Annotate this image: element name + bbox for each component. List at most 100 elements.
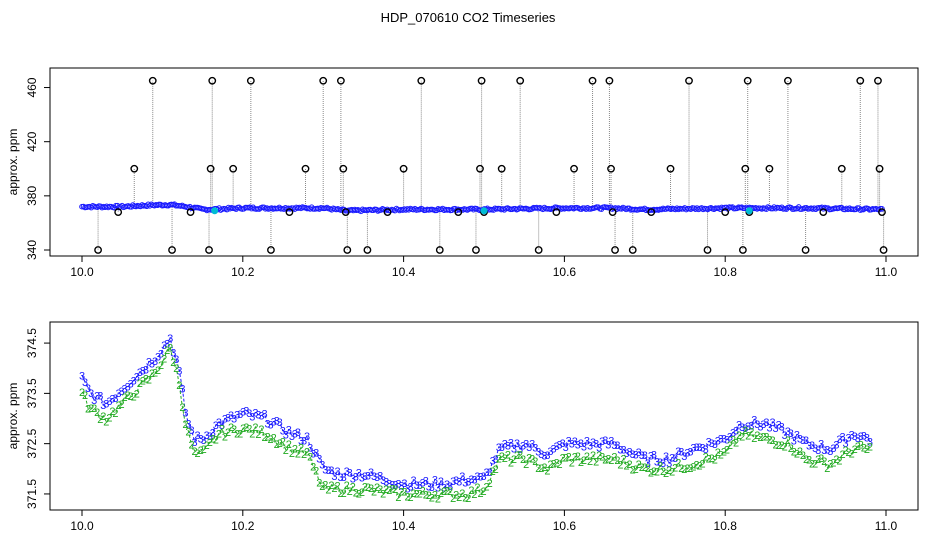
outlier-point-25: [472, 246, 480, 254]
series-3-marker: 3: [727, 431, 733, 443]
series-2-marker: 2: [648, 468, 654, 480]
series-3-marker: 3: [140, 365, 146, 377]
series-3-marker: 3: [529, 439, 535, 451]
series-2-marker: 2: [554, 457, 560, 469]
series-3-marker: 3: [322, 465, 328, 477]
series-2-marker: 2: [584, 451, 590, 463]
series-3-marker: 3: [368, 467, 374, 479]
series-3-marker: 3: [201, 435, 207, 447]
series-3-marker: 3: [547, 446, 553, 458]
series-3-marker: 3: [210, 427, 216, 439]
series-2-marker: 2: [228, 422, 234, 434]
series-2-marker: 2: [748, 427, 754, 439]
series-3-marker: 3: [420, 477, 426, 489]
series-2-marker: 2: [712, 455, 718, 467]
series-3-marker: 3: [800, 435, 806, 447]
series-3-marker: 3: [435, 483, 441, 495]
series-3-marker: 3: [131, 376, 137, 388]
series-2-marker: 2: [706, 454, 712, 466]
series-2-marker: 2: [773, 440, 779, 452]
series-2-marker: 2: [523, 459, 529, 471]
series-3-marker: 3: [389, 480, 395, 492]
x-tick-label-bottom-1: 10.2: [231, 519, 255, 533]
series-3-marker: 3: [109, 394, 115, 406]
series-2-marker: 2: [620, 454, 626, 466]
series-2-marker: 2: [487, 478, 493, 490]
series-2-marker: 2: [684, 463, 690, 475]
outlier-point-29: [497, 164, 506, 173]
outlier-point-37: [608, 208, 617, 216]
series-2-marker: 2: [696, 461, 702, 473]
series-3-marker: 3: [821, 445, 827, 457]
series-3-marker: 3: [693, 442, 699, 454]
series-3-marker: 3: [188, 425, 194, 437]
series-3-marker: 3: [137, 367, 143, 379]
series-3-marker: 3: [240, 406, 246, 418]
series-2-marker: 2: [672, 462, 678, 474]
outlier-point-50: [784, 76, 792, 85]
series-2-marker: 2: [216, 428, 222, 440]
series-3-marker: 3: [648, 451, 654, 463]
series-3-marker: 3: [359, 472, 365, 484]
outlier-point-27: [477, 76, 486, 85]
series-2-marker: 2: [322, 479, 328, 491]
series-3-marker: 3: [350, 473, 356, 485]
series-3-marker: 3: [745, 421, 751, 433]
series-2-marker: 2: [766, 435, 772, 447]
outlier-point-33: [570, 164, 578, 173]
series-2-marker: 2: [295, 449, 301, 461]
outlier-point-41: [666, 164, 675, 173]
series-3-marker: 3: [432, 475, 438, 487]
series-2-marker: 2: [319, 481, 325, 493]
series-3-marker: 3: [788, 428, 794, 440]
series-2-marker: 2: [666, 465, 672, 477]
series-2-marker: 2: [827, 459, 833, 471]
series-3-marker: 3: [712, 439, 718, 451]
series-3-marker: 3: [687, 447, 693, 459]
series-2-marker: 2: [106, 413, 112, 425]
series-3-marker: 3: [237, 409, 243, 421]
series-2-marker: 2: [642, 462, 648, 474]
series-2-marker: 2: [438, 488, 444, 500]
series-2-marker: 2: [210, 434, 216, 446]
series-2-marker: 2: [462, 493, 468, 505]
series-3-marker: 3: [827, 446, 833, 458]
series-3-marker: 3: [779, 422, 785, 434]
series-2-marker: 2: [298, 442, 304, 454]
series-3-marker: 3: [265, 418, 271, 430]
series-3-marker: 3: [94, 390, 100, 402]
series-2-marker: 2: [538, 463, 544, 475]
series-3-marker: 3: [770, 417, 776, 429]
series-3-marker: 3: [182, 408, 188, 420]
series-2-marker: 2: [411, 488, 417, 500]
series-2-marker: 2: [763, 431, 769, 443]
highlight-point-2: [745, 207, 753, 215]
series-2-marker: 2: [167, 342, 173, 354]
series-3-marker: 3: [471, 475, 477, 487]
baseline-point: [879, 206, 885, 212]
series-2-marker: 2: [529, 453, 535, 465]
series-3-marker: 3: [377, 471, 383, 483]
series-3-marker: 3: [331, 471, 337, 483]
series-3-marker: 3: [407, 481, 413, 493]
series-2-marker: 2: [788, 443, 794, 455]
series-2-marker: 2: [575, 451, 581, 463]
series-3-marker: 3: [122, 383, 128, 395]
series-2-marker: 2: [289, 448, 295, 460]
plot-frame-top: [49, 67, 919, 257]
series-3-marker: 3: [271, 416, 277, 428]
series-2-marker: 2: [855, 441, 861, 453]
series-3-marker: 3: [441, 483, 447, 495]
outlier-point-23: [435, 246, 444, 254]
series-2-marker: 2: [88, 403, 94, 415]
series-3-marker: 3: [651, 449, 657, 461]
series-3-marker: 3: [660, 458, 666, 470]
series-2-marker: 2: [700, 459, 706, 471]
series-3-marker: 3: [824, 445, 830, 457]
outlier-point-45: [738, 246, 747, 254]
outlier-point-6: [205, 246, 213, 254]
x-tick-label-top-5: 11.0: [875, 265, 898, 279]
series-3-marker: 3: [794, 430, 800, 442]
series-2-marker: 2: [435, 493, 441, 505]
series-3-marker: 3: [261, 409, 267, 421]
